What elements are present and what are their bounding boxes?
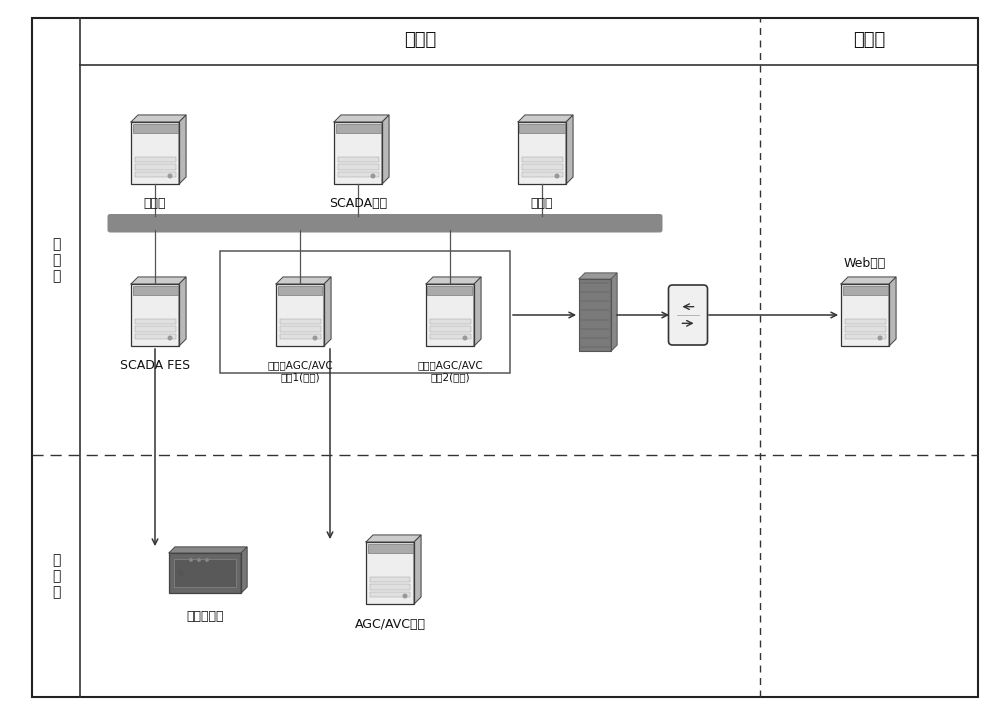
FancyBboxPatch shape: [108, 214, 662, 232]
FancyBboxPatch shape: [280, 333, 320, 339]
Text: 通信管理机: 通信管理机: [186, 611, 224, 623]
Text: 管理区: 管理区: [853, 31, 885, 49]
Circle shape: [168, 336, 172, 340]
FancyBboxPatch shape: [132, 124, 178, 134]
Circle shape: [206, 559, 208, 561]
Polygon shape: [474, 277, 481, 346]
FancyBboxPatch shape: [841, 284, 889, 346]
FancyBboxPatch shape: [334, 122, 382, 184]
Text: SCADA后台: SCADA后台: [329, 197, 387, 209]
Text: 新能源AGC/AVC
主站1(新增): 新能源AGC/AVC 主站1(新增): [267, 360, 333, 382]
Circle shape: [878, 336, 882, 340]
FancyBboxPatch shape: [134, 172, 176, 177]
Polygon shape: [179, 277, 186, 346]
FancyBboxPatch shape: [668, 285, 707, 345]
FancyBboxPatch shape: [844, 318, 886, 324]
Circle shape: [190, 559, 192, 561]
FancyBboxPatch shape: [280, 326, 320, 332]
Polygon shape: [414, 535, 421, 604]
Text: 生产区: 生产区: [404, 31, 436, 49]
FancyBboxPatch shape: [278, 285, 322, 295]
Polygon shape: [334, 115, 389, 122]
FancyBboxPatch shape: [131, 284, 179, 346]
Text: 新能源AGC/AVC
主站2(新增): 新能源AGC/AVC 主站2(新增): [417, 360, 483, 382]
Polygon shape: [518, 115, 573, 122]
FancyBboxPatch shape: [134, 333, 176, 339]
FancyBboxPatch shape: [134, 318, 176, 324]
FancyBboxPatch shape: [368, 543, 413, 553]
Polygon shape: [841, 277, 896, 284]
FancyBboxPatch shape: [522, 172, 562, 177]
Circle shape: [198, 559, 200, 561]
FancyBboxPatch shape: [169, 553, 241, 593]
Text: AGC/AVC子站: AGC/AVC子站: [354, 618, 426, 631]
FancyBboxPatch shape: [132, 285, 178, 295]
FancyBboxPatch shape: [430, 318, 471, 324]
FancyBboxPatch shape: [522, 164, 562, 169]
FancyBboxPatch shape: [366, 542, 414, 604]
FancyBboxPatch shape: [579, 279, 611, 351]
FancyBboxPatch shape: [518, 122, 566, 184]
FancyBboxPatch shape: [430, 333, 471, 339]
Polygon shape: [169, 547, 247, 553]
FancyBboxPatch shape: [844, 333, 886, 339]
Text: 厂
站
侧: 厂 站 侧: [52, 553, 60, 599]
FancyBboxPatch shape: [131, 122, 179, 184]
Text: SCADA FES: SCADA FES: [120, 358, 190, 372]
Polygon shape: [889, 277, 896, 346]
Circle shape: [371, 174, 375, 178]
Polygon shape: [366, 535, 421, 542]
FancyBboxPatch shape: [519, 124, 564, 134]
FancyBboxPatch shape: [134, 164, 176, 169]
Circle shape: [403, 594, 407, 598]
Polygon shape: [579, 273, 617, 279]
Text: 调
度
侧: 调 度 侧: [52, 237, 60, 283]
Polygon shape: [276, 277, 331, 284]
Polygon shape: [179, 115, 186, 184]
FancyBboxPatch shape: [430, 326, 471, 332]
FancyBboxPatch shape: [338, 164, 378, 169]
FancyBboxPatch shape: [370, 576, 410, 582]
FancyBboxPatch shape: [844, 326, 886, 332]
FancyBboxPatch shape: [426, 284, 474, 346]
Polygon shape: [241, 547, 247, 593]
Circle shape: [313, 336, 317, 340]
FancyBboxPatch shape: [338, 157, 378, 162]
Polygon shape: [611, 273, 617, 351]
Text: Web发布: Web发布: [844, 257, 886, 270]
FancyBboxPatch shape: [370, 584, 410, 589]
FancyBboxPatch shape: [32, 18, 978, 697]
Polygon shape: [131, 277, 186, 284]
Polygon shape: [426, 277, 481, 284]
FancyBboxPatch shape: [174, 559, 236, 587]
Circle shape: [178, 571, 184, 576]
Circle shape: [463, 336, 467, 340]
Circle shape: [168, 174, 172, 178]
Polygon shape: [382, 115, 389, 184]
FancyBboxPatch shape: [370, 591, 410, 597]
Circle shape: [555, 174, 559, 178]
Text: 工作站: 工作站: [144, 197, 166, 209]
FancyBboxPatch shape: [843, 285, 888, 295]
FancyBboxPatch shape: [280, 318, 320, 324]
FancyBboxPatch shape: [276, 284, 324, 346]
Polygon shape: [131, 115, 186, 122]
Polygon shape: [324, 277, 331, 346]
Polygon shape: [566, 115, 573, 184]
FancyBboxPatch shape: [338, 172, 378, 177]
FancyBboxPatch shape: [134, 326, 176, 332]
FancyBboxPatch shape: [427, 285, 472, 295]
FancyBboxPatch shape: [134, 157, 176, 162]
FancyBboxPatch shape: [522, 157, 562, 162]
Text: 工作站: 工作站: [531, 197, 553, 209]
FancyBboxPatch shape: [336, 124, 380, 134]
